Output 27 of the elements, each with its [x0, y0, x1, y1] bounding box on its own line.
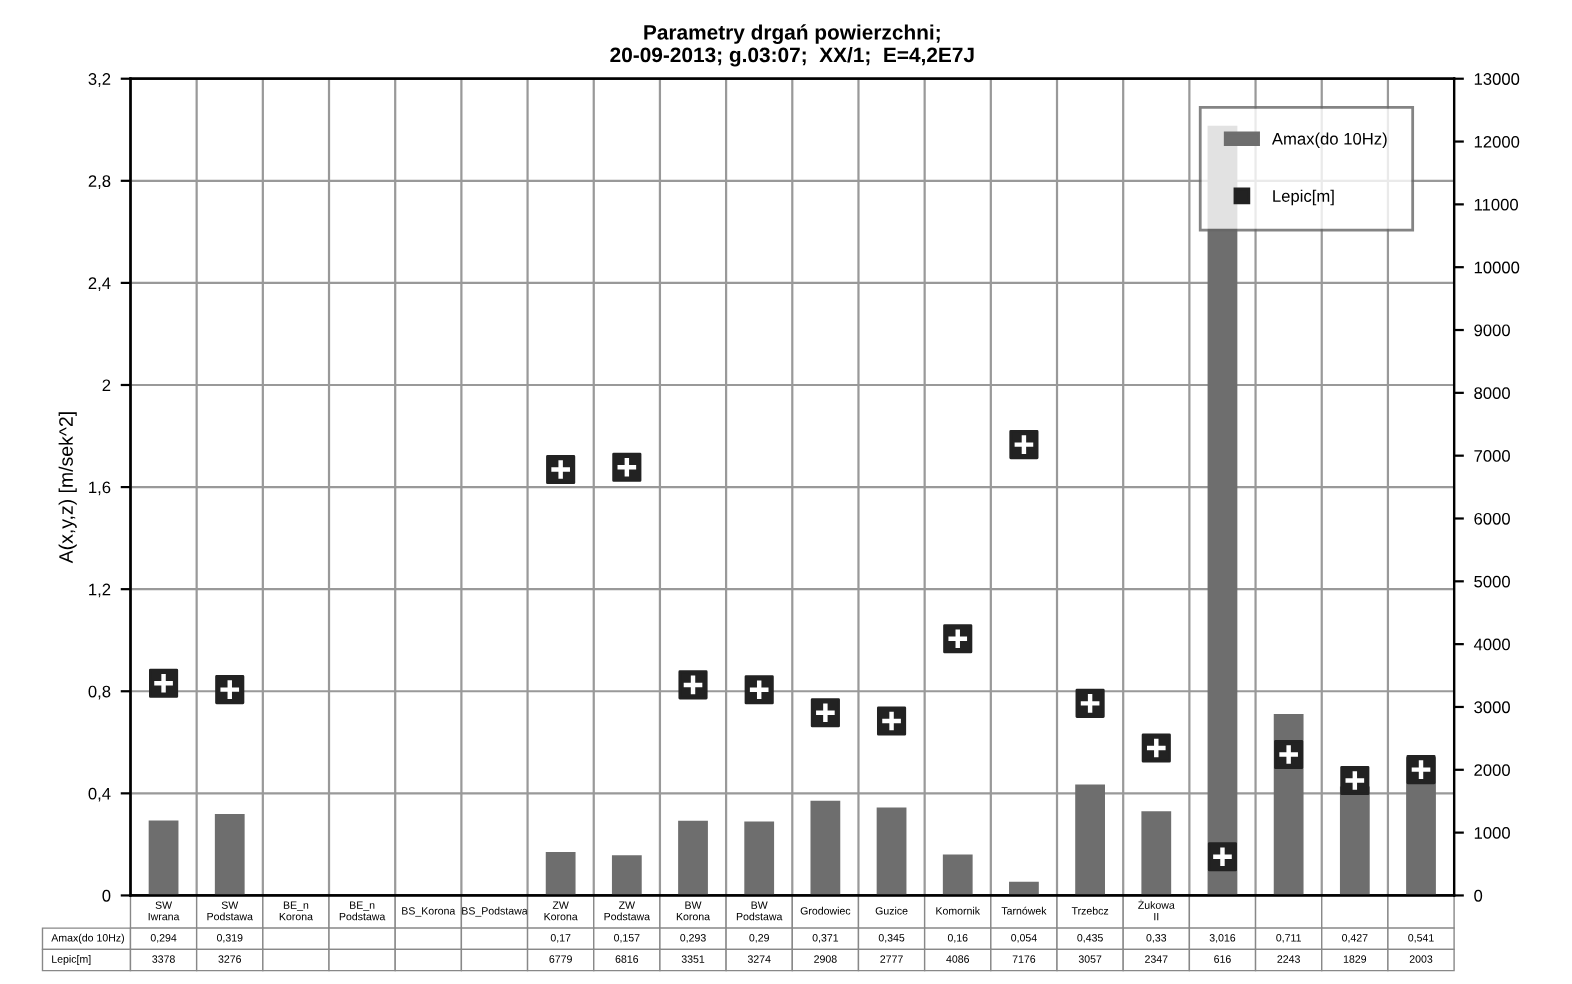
- y-tick-label: 2: [102, 379, 111, 392]
- y2-tick-label: 8000: [1474, 387, 1510, 400]
- y-tick-label: 3,2: [88, 73, 111, 87]
- y2-tick-label: 3000: [1474, 701, 1510, 714]
- legend-label: Amax(do 10Hz): [1271, 132, 1387, 148]
- y2-tick-label: 1000: [1474, 827, 1510, 839]
- chart-title: Parametry drgań powierzchni; 20-09-2013; g.03:07; XX/1; E=4,2E7J: [610, 24, 974, 67]
- y2-tick-label: 13000: [1474, 73, 1520, 85]
- y-tick-label: 0,8: [88, 685, 111, 700]
- y2-tick-label: 7000: [1474, 450, 1510, 462]
- y2-tick-label: 5000: [1474, 575, 1510, 588]
- y2-tick-label: 6000: [1474, 512, 1510, 525]
- y2-tick-label: 11000: [1474, 198, 1519, 211]
- y-tick-label: 2,4: [88, 277, 111, 292]
- y-tick-label: 0: [102, 889, 111, 902]
- y-axis-title: A(x,y,z) [m/sek^2]: [58, 412, 77, 564]
- y2-tick-label: 2000: [1474, 764, 1510, 776]
- y-tick-label: 1,6: [89, 481, 111, 496]
- y2-tick-label: 0: [1474, 889, 1483, 902]
- y2-tick-label: 12000: [1474, 135, 1520, 148]
- y-tick-label: 0,4: [88, 787, 111, 802]
- y2-tick-label: 4000: [1473, 638, 1510, 651]
- y2-tick-label: 9000: [1474, 324, 1510, 337]
- y-tick-label: 1,2: [89, 583, 111, 598]
- y-tick-label: 2,8: [88, 175, 111, 189]
- legend-label: Lepic[m]: [1273, 189, 1334, 206]
- y2-tick-label: 10000: [1474, 261, 1520, 274]
